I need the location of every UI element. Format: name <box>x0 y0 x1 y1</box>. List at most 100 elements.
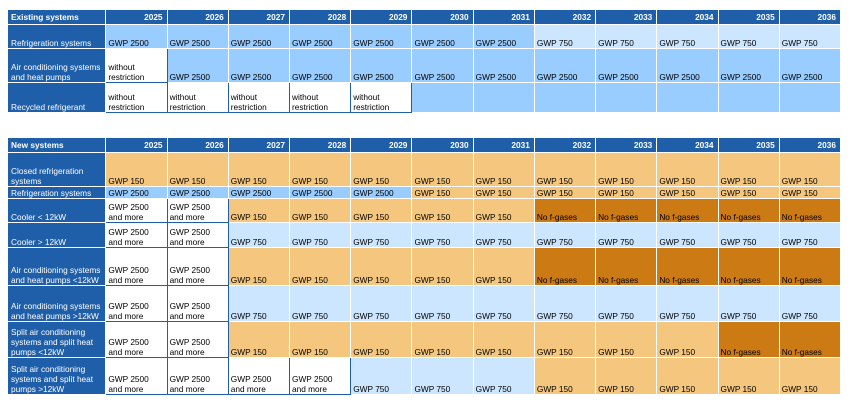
table-cell: GWP 750 <box>656 285 719 322</box>
table-cell: GWP 150 <box>411 186 474 199</box>
table-cell: GWP 750 <box>350 222 413 248</box>
table-cell: GWP 150 <box>533 321 597 358</box>
new-systems-title: New systems <box>6 137 107 153</box>
table-row: Closed refrigeration systems GWP 150 GWP 1… <box>6 152 842 187</box>
table-row: Refrigeration systems GWP 2500 GWP 2500 GWP… <box>6 24 842 49</box>
row-label: Air conditioning systems and heat pumps <box>6 48 107 83</box>
table-cell: GWP 2500 <box>411 48 474 83</box>
table-cell: GWP 2500 <box>472 24 535 49</box>
table-cell: GWP 2500 <box>227 48 291 83</box>
table-cell: GWP 750 <box>595 222 658 248</box>
table-cell: GWP 150 <box>656 357 719 395</box>
table-cell: GWP 2500 <box>350 48 413 83</box>
table-cell: GWP 150 <box>411 321 474 358</box>
year-header: 2036 <box>778 137 842 153</box>
table-cell: GWP 2500 and more <box>166 198 229 223</box>
table-row: Recycled refrigerant without restriction w… <box>6 82 842 113</box>
table-cell: GWP 2500 and more <box>105 198 168 223</box>
table-cell: No f-gases <box>595 198 658 223</box>
table-cell: GWP 150 <box>717 152 780 187</box>
table-cell: GWP 150 <box>472 186 535 199</box>
table-cell: GWP 150 <box>533 186 597 199</box>
year-header: 2032 <box>533 9 597 25</box>
table-cell: without restriction <box>350 82 413 113</box>
table-row: Refrigeration systems GWP 2500 GWP 2500 GWP… <box>6 186 842 199</box>
table-cell: GWP 150 <box>288 152 352 187</box>
table-cell: GWP 2500 <box>411 24 474 49</box>
table-row: Air conditioning systems and heat pumps … <box>6 247 842 286</box>
table-cell: GWP 150 <box>778 357 842 395</box>
row-label: Refrigeration systems <box>6 186 107 199</box>
table-cell: without restriction <box>288 82 352 113</box>
table-cell: No f-gases <box>778 247 842 286</box>
table-cell: GWP 2500 and more <box>166 222 229 248</box>
table-cell <box>778 82 842 113</box>
table-cell: GWP 2500 and more <box>166 321 229 358</box>
table-cell: GWP 150 <box>472 321 535 358</box>
table-cell: GWP 2500 <box>105 186 168 199</box>
year-header: 2029 <box>350 9 413 25</box>
year-header: 2033 <box>595 137 658 153</box>
table-cell <box>411 82 474 113</box>
table-cell: GWP 2500 <box>288 48 352 83</box>
year-header: 2025 <box>105 137 168 153</box>
year-header: 2034 <box>656 137 719 153</box>
table-cell: GWP 2500 and more <box>227 357 291 395</box>
table-cell: No f-gases <box>717 321 780 358</box>
table-cell: No f-gases <box>717 247 780 286</box>
table-cell: GWP 750 <box>778 222 842 248</box>
table-cell: GWP 150 <box>595 152 658 187</box>
year-header: 2032 <box>533 137 597 153</box>
table-cell <box>533 82 597 113</box>
table-cell: GWP 750 <box>595 285 658 322</box>
table-cell: GWP 150 <box>227 198 291 223</box>
year-header: 2028 <box>288 9 352 25</box>
year-header: 2030 <box>411 137 474 153</box>
existing-systems-table: Existing systems 2025 2026 2027 2028 2029 203… <box>6 9 842 113</box>
table-cell: GWP 750 <box>472 285 535 322</box>
table-cell: GWP 750 <box>533 222 597 248</box>
table-cell: GWP 2500 and more <box>166 285 229 322</box>
table-cell: GWP 150 <box>595 321 658 358</box>
table-cell: GWP 150 <box>656 152 719 187</box>
table-cell: GWP 150 <box>533 152 597 187</box>
table-cell: No f-gases <box>533 198 597 223</box>
year-header: 2030 <box>411 9 474 25</box>
year-header: 2026 <box>166 137 229 153</box>
table-cell: GWP 750 <box>533 285 597 322</box>
table-row: Air conditioning systems and heat pumps w… <box>6 48 842 83</box>
table-cell: GWP 150 <box>227 247 291 286</box>
table-cell: No f-gases <box>533 247 597 286</box>
table-cell: GWP 2500 <box>717 48 780 83</box>
year-header: 2031 <box>472 9 535 25</box>
table-row: Cooler > 12kW GWP 2500 and more GWP 2500 a… <box>6 222 842 248</box>
table-cell: GWP 2500 <box>227 186 291 199</box>
year-header: 2033 <box>595 9 658 25</box>
table-cell: GWP 750 <box>227 285 291 322</box>
table-cell: GWP 750 <box>288 222 352 248</box>
table-cell: without restriction <box>166 82 229 113</box>
existing-header-row: Existing systems 2025 2026 2027 2028 2029 203… <box>6 9 842 25</box>
table-cell: GWP 2500 <box>350 24 413 49</box>
row-label: Cooler < 12kW <box>6 198 107 223</box>
table-cell: GWP 150 <box>717 186 780 199</box>
row-label: Air conditioning systems and heat pumps … <box>6 285 107 322</box>
table-cell <box>472 82 535 113</box>
table-cell: GWP 750 <box>411 222 474 248</box>
table-cell: GWP 750 <box>778 24 842 49</box>
table-cell: GWP 2500 <box>288 24 352 49</box>
table-row: Air conditioning systems and heat pumps … <box>6 285 842 322</box>
table-cell: GWP 2500 <box>778 48 842 83</box>
table-cell: GWP 2500 <box>656 48 719 83</box>
table-cell: GWP 750 <box>350 285 413 322</box>
table-cell: GWP 750 <box>533 24 597 49</box>
table-cell: GWP 2500 <box>533 48 597 83</box>
table-cell: GWP 150 <box>227 321 291 358</box>
year-header: 2034 <box>656 9 719 25</box>
row-label: Refrigeration systems <box>6 24 107 49</box>
table-cell: GWP 750 <box>411 285 474 322</box>
table-cell: GWP 750 <box>717 24 780 49</box>
year-header: 2029 <box>350 137 413 153</box>
table-cell <box>656 82 719 113</box>
table-cell: GWP 2500 <box>166 48 229 83</box>
